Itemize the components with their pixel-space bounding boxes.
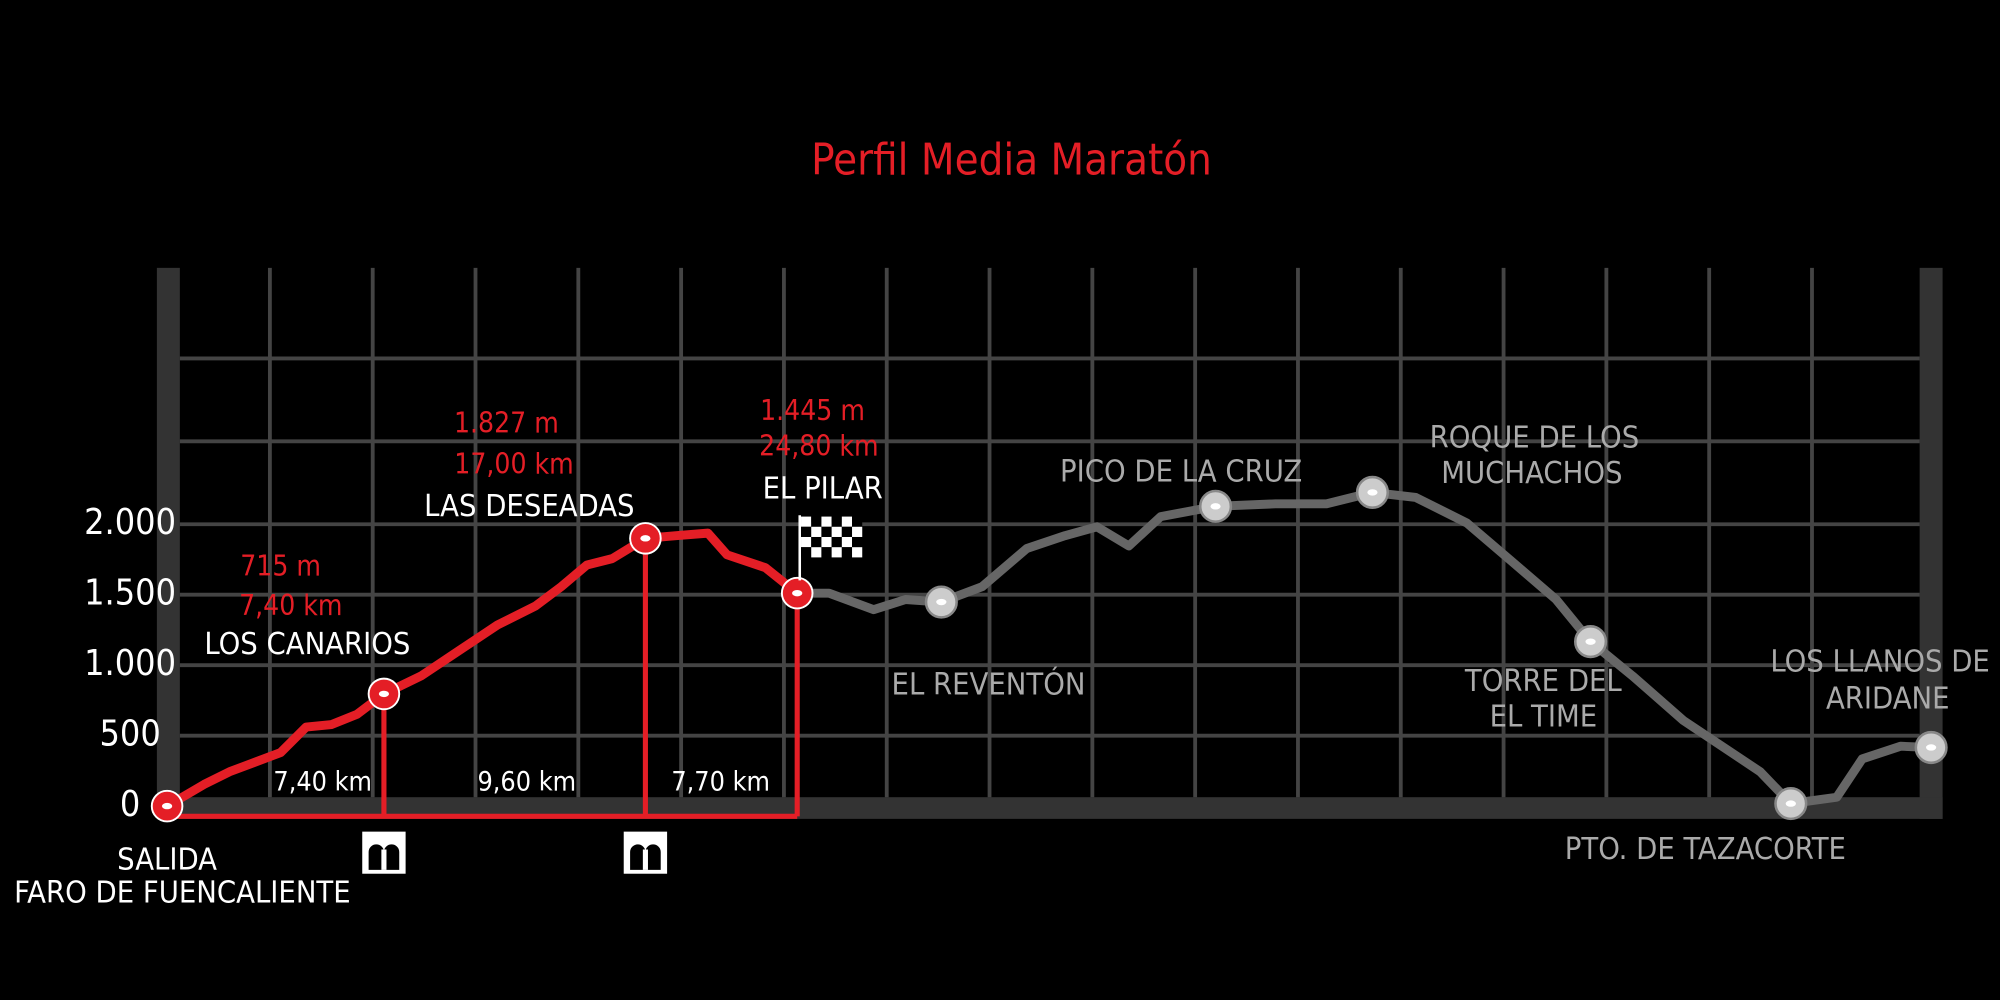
waypoint-marker — [1198, 489, 1233, 523]
waypoint-marker — [629, 522, 662, 555]
waypoint-marker — [1355, 475, 1390, 509]
flag-cell — [841, 526, 853, 537]
flag-cell — [852, 536, 863, 548]
waypoint-info: 24,80 km — [759, 430, 878, 463]
profile-line — [797, 487, 1932, 809]
waypoint-info: 1.445 m — [760, 394, 865, 427]
waypoint-marker — [1573, 625, 1608, 659]
marker-core — [1926, 744, 1937, 751]
y-tick-label: 0 — [120, 784, 140, 825]
waypoint-name: TORRE DEL — [1464, 664, 1622, 699]
waypoint-name: PTO. DE TAZACORTE — [1565, 832, 1846, 867]
waypoint-name: SALIDA — [117, 842, 217, 877]
flag-cell — [811, 516, 822, 527]
y-tick-label: 500 — [99, 714, 160, 755]
marker-core — [1585, 638, 1596, 645]
icon-bar — [381, 849, 387, 870]
waypoint-info: 1.827 m — [454, 407, 559, 440]
waypoint-marker — [367, 677, 401, 711]
waypoint-info: 715 m — [240, 550, 321, 583]
flag-cell — [821, 536, 832, 548]
flag-cell — [852, 526, 863, 537]
aid-icon — [623, 831, 668, 874]
flag-cell — [831, 536, 842, 548]
frame-left — [156, 267, 180, 819]
finish-flag — [798, 515, 863, 581]
y-tick-label: 1.500 — [84, 573, 176, 614]
waypoint-name: EL PILAR — [763, 471, 883, 506]
flag-cell — [841, 536, 853, 548]
waypoint-name: ROQUE DE LOS — [1430, 420, 1640, 455]
frame-bottom — [156, 797, 1943, 819]
marker-core — [1367, 489, 1378, 496]
waypoint-marker — [1774, 787, 1808, 821]
waypoint-name: MUCHACHOS — [1441, 456, 1622, 491]
flag-cell — [811, 536, 822, 548]
flag-cell — [801, 516, 812, 527]
flag-cell — [801, 526, 812, 537]
waypoint-marker — [924, 585, 958, 619]
marker-core — [1785, 800, 1796, 807]
icon-bar — [642, 849, 648, 870]
flag-cell — [841, 547, 853, 558]
frame-right — [1919, 267, 1943, 819]
waypoint-info: 17,00 km — [454, 448, 573, 481]
waypoint-info: 7,40 km — [239, 589, 342, 622]
flag-cell — [801, 547, 812, 558]
aid-icon — [362, 831, 406, 874]
flag-cell — [811, 526, 822, 537]
marker-core — [792, 589, 803, 597]
flag-cell — [831, 526, 842, 537]
flag-cell — [841, 516, 853, 527]
segment-label: 7,70 km — [671, 767, 770, 798]
marker-core — [640, 535, 651, 542]
flag-cell — [852, 547, 863, 558]
waypoint-name: LOS LLANOS DE — [1770, 645, 1989, 680]
waypoint-name: PICO DE LA CRUZ — [1060, 455, 1302, 490]
waypoint-marker — [150, 789, 184, 823]
y-tick-label: 1.000 — [84, 643, 176, 684]
profile-line — [164, 528, 800, 810]
segment-label: 7,40 km — [273, 767, 372, 798]
chart-title: Perfil Media Maratón — [811, 136, 1212, 186]
marker-core — [378, 690, 390, 698]
waypoint-name: ARIDANE — [1826, 682, 1950, 717]
flag-cell — [811, 547, 822, 558]
flag-cell — [852, 516, 863, 527]
flag-cell — [821, 516, 832, 527]
waypoint-marker — [1914, 730, 1948, 765]
flag-cell — [831, 547, 842, 558]
frame — [156, 267, 1943, 819]
flag-cell — [831, 516, 842, 527]
flag-cell — [821, 547, 832, 558]
y-tick-label: 2.000 — [84, 502, 176, 543]
marker-core — [161, 802, 173, 810]
waypoint-name: EL TIME — [1490, 700, 1598, 735]
waypoint-marker — [780, 576, 814, 610]
waypoint-name: FARO DE FUENCALIENTE — [14, 876, 350, 911]
marker-core — [936, 598, 947, 606]
flag-cell — [821, 526, 832, 537]
waypoint-name: LOS CANARIOS — [204, 627, 410, 662]
segment-label: 9,60 km — [477, 767, 576, 798]
marker-core — [1210, 503, 1221, 510]
waypoint-name: LAS DESEADAS — [424, 489, 634, 524]
waypoint-name: EL REVENTÓN — [892, 666, 1086, 703]
flag-cell — [801, 536, 812, 548]
